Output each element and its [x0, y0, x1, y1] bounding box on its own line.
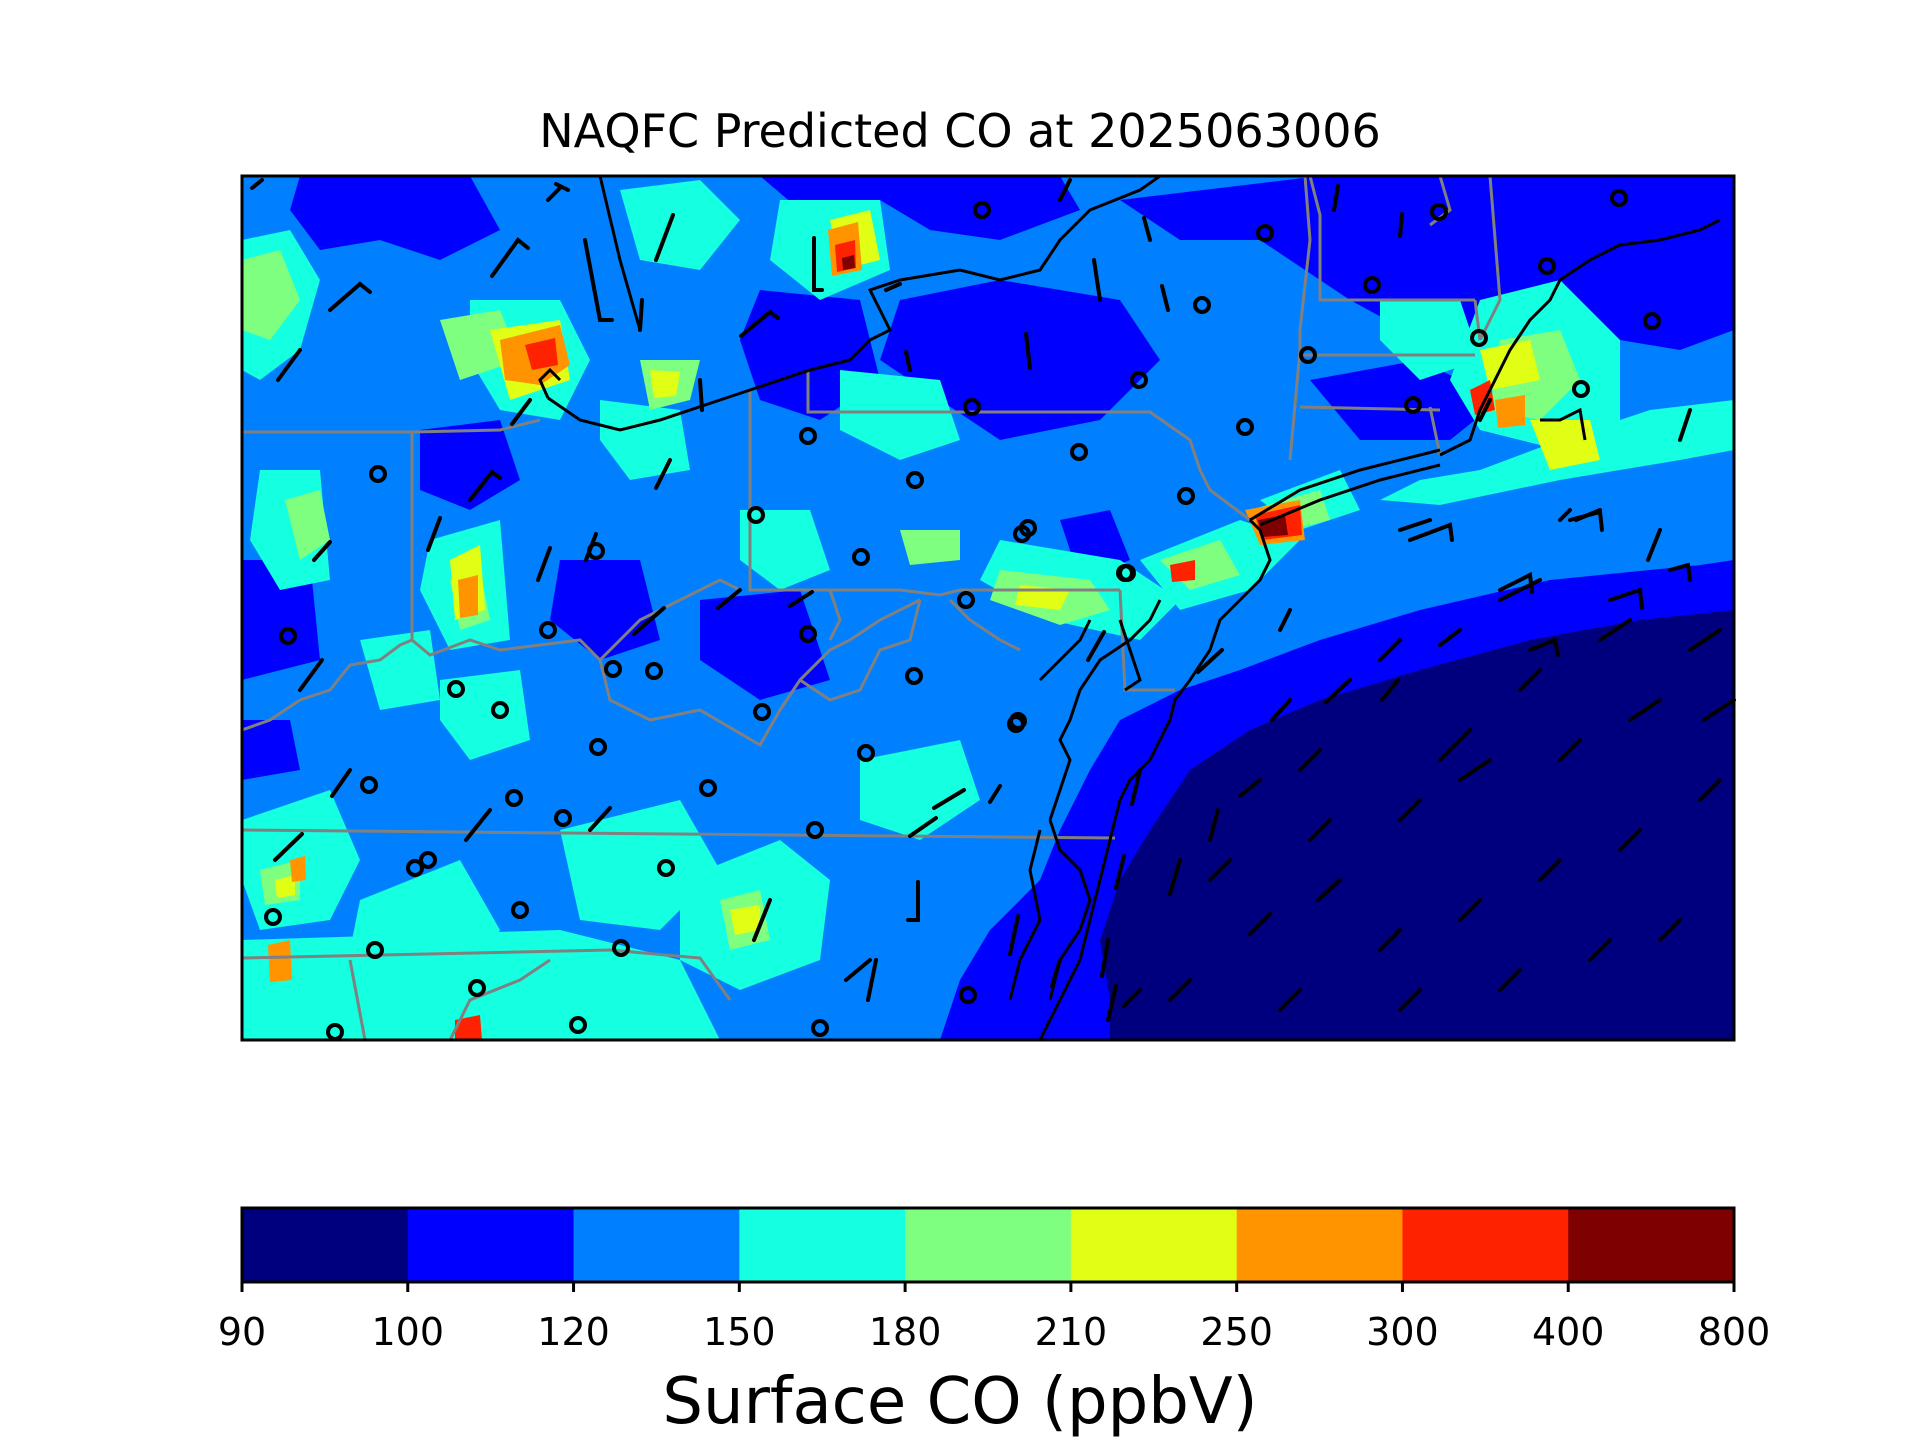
colorbar-swatch-90-100	[242, 1208, 409, 1282]
ocean-band-150	[1250, 500, 1734, 630]
state-borders	[242, 176, 1502, 1040]
colorbar-swatch-100-120	[407, 1208, 575, 1282]
ocean-band-low	[1100, 610, 1734, 1040]
colorbar-tick-label: 100	[371, 1310, 445, 1354]
colorbar-tick-label: 120	[537, 1310, 610, 1354]
colorbar-swatch-120-150	[573, 1208, 740, 1282]
plot-title: NAQFC Predicted CO at 2025063006	[539, 104, 1381, 158]
colorbar-swatch-150-180	[739, 1208, 906, 1282]
colorbar-swatch-180-210	[905, 1208, 1072, 1282]
colorbar-swatches	[242, 1208, 1735, 1282]
colorbar-frame	[240, 1206, 1736, 1284]
colorbar-tick-label: 400	[1531, 1310, 1605, 1354]
map-panel	[242, 176, 1734, 1040]
map-frame	[240, 174, 1736, 1042]
station-markers	[264, 189, 1661, 1041]
colorbar-tick-label: 250	[1200, 1310, 1273, 1354]
wind-barbs	[250, 178, 1736, 1022]
coastlines	[538, 176, 1721, 1040]
colorbar-tick-label: 180	[868, 1310, 942, 1354]
colorbar-tick-label: 150	[703, 1310, 776, 1354]
colorbar-tick-marks	[240, 1282, 1736, 1292]
colorbar-swatch-300-400	[1402, 1208, 1569, 1282]
colorbar-tick-label: 800	[1697, 1310, 1771, 1354]
colorbar-swatch-210-250	[1070, 1208, 1238, 1282]
colorbar	[240, 1206, 1736, 1292]
colorbar-swatch-400-800	[1568, 1208, 1735, 1282]
colorbar-tick-label: 210	[1034, 1310, 1108, 1354]
colorbar-tick-label: 300	[1366, 1310, 1439, 1354]
colorbar-swatch-250-300	[1236, 1208, 1403, 1282]
colorbar-label: Surface CO (ppbV)	[662, 1365, 1258, 1439]
colorbar-tick-label: 90	[217, 1310, 267, 1354]
